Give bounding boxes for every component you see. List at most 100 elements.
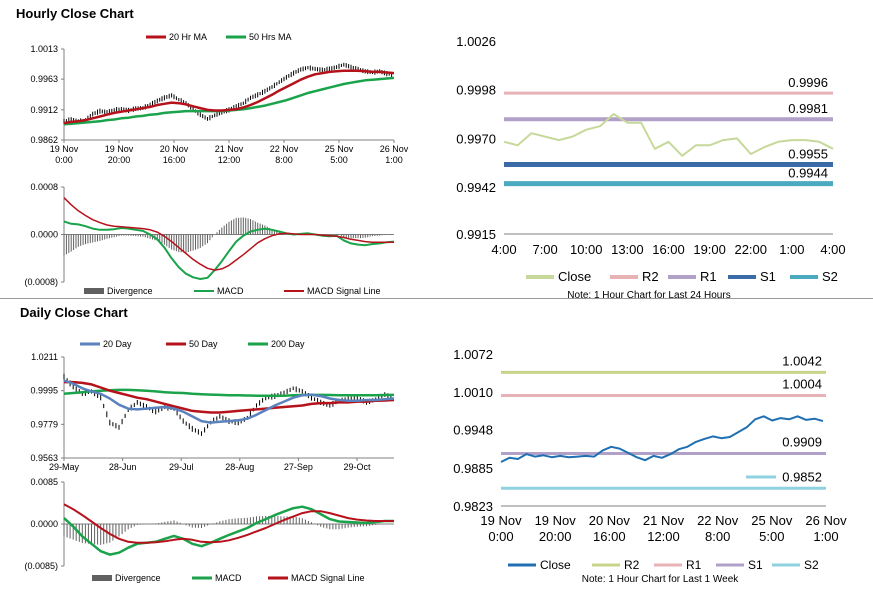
hourly24-level-label-s1: 0.9955 xyxy=(788,146,828,161)
hourly-price-xtick-time: 12:00 xyxy=(218,155,241,165)
hourly-price-xtick-date: 26 Nov xyxy=(380,144,409,154)
weekly-xtick-time: 5:00 xyxy=(759,529,784,544)
daily-price-xtick-label: 29-May xyxy=(49,462,80,472)
daily-macd-ytick-label: 0.0000 xyxy=(30,519,58,529)
legend-20-day-label: 20 Day xyxy=(103,339,132,349)
weekly-xtick-time: 12:00 xyxy=(647,529,680,544)
hourly-macd-ytick-label: 0.0008 xyxy=(30,182,58,192)
daily-ma50-line xyxy=(64,380,395,414)
daily-price-xtick-label: 27-Sep xyxy=(284,462,313,472)
hourly-price-xtick-date: 21 Nov xyxy=(215,144,244,154)
hourly-price-xtick-date: 19 Nov xyxy=(105,144,134,154)
hourly-price-ytick-label: 0.9963 xyxy=(30,74,58,84)
hourly-price-xtick-date: 25 Nov xyxy=(325,144,354,154)
legend-hourly-divergence-label: Divergence xyxy=(107,286,153,296)
hourly24-note: Note: 1 Hour Chart for Last 24 Hours xyxy=(567,290,730,301)
weekly-ytick-label: 1.0072 xyxy=(453,347,493,362)
legend-weekly-r2-label: R2 xyxy=(624,558,640,572)
hourly24-xtick-label: 10:00 xyxy=(570,242,603,257)
daily-price-ytick-label: 0.9563 xyxy=(30,453,58,463)
hourly24-ytick-label: 0.9998 xyxy=(456,83,496,98)
hourly24-xtick-label: 13:00 xyxy=(611,242,644,257)
weekly-xtick-time: 0:00 xyxy=(488,529,513,544)
hourly-price-xtick-time: 8:00 xyxy=(275,155,293,165)
daily-price-ytick-label: 0.9779 xyxy=(30,419,58,429)
daily-ma200-line xyxy=(63,388,395,398)
legend-weekly-r1-label: R1 xyxy=(686,558,702,572)
weekly-xtick-date: 26 Nov xyxy=(805,513,847,528)
hourly24-ytick-label: 0.9915 xyxy=(456,227,496,242)
weekly-xtick-time: 16:00 xyxy=(593,529,626,544)
hourly24-close-line xyxy=(503,113,834,157)
weekly-xtick-date: 21 Nov xyxy=(643,513,685,528)
hourly24-ytick-label: 1.0026 xyxy=(456,34,496,49)
daily-price-ytick-label: 0.9995 xyxy=(30,386,58,396)
daily-price-xtick-label: 29-Jul xyxy=(169,462,194,472)
weekly-level-label-s2: 0.9852 xyxy=(782,469,822,484)
legend-hourly-macd-signal-label: MACD Signal Line xyxy=(307,286,381,296)
hourly-price-xtick-time: 16:00 xyxy=(163,155,186,165)
hourly-price-xtick-time: 5:00 xyxy=(330,155,348,165)
hourly-price-xtick-date: 22 Nov xyxy=(270,144,299,154)
weekly-xtick-date: 25 Nov xyxy=(751,513,793,528)
legend-20hr-ma-label: 20 Hr MA xyxy=(169,32,207,42)
section-divider xyxy=(0,298,873,299)
hourly-ma20-line xyxy=(63,69,395,125)
hourly24-level-label-r2: 0.9996 xyxy=(788,75,828,90)
hourly-ma50-line xyxy=(63,76,395,126)
daily-price-xtick-label: 28-Aug xyxy=(225,462,254,472)
daily-macd-line xyxy=(63,505,394,556)
hourly-price-xtick-date: 19 Nov xyxy=(50,144,79,154)
hourly-price-xtick-time: 0:00 xyxy=(55,155,73,165)
weekly-xtick-date: 20 Nov xyxy=(589,513,631,528)
hourly-price-xtick-time: 20:00 xyxy=(108,155,131,165)
hourly24-xtick-label: 19:00 xyxy=(693,242,726,257)
legend-weekly-close-label: Close xyxy=(540,558,571,572)
legend-hourly24-r1-label: R1 xyxy=(700,269,717,284)
daily-section-title: Daily Close Chart xyxy=(20,305,128,320)
weekly-xtick-date: 19 Nov xyxy=(480,513,522,528)
daily-ma20-line xyxy=(63,379,395,424)
hourly24-xtick-label: 7:00 xyxy=(532,242,557,257)
legend-hourly24-r2-label: R2 xyxy=(642,269,659,284)
daily-price-xtick-label: 28-Jun xyxy=(109,462,137,472)
legend-50-day-label: 50 Day xyxy=(189,339,218,349)
daily-macd-ytick-label: (0.0085) xyxy=(24,561,58,571)
hourly-macd-ytick-label: (0.0008) xyxy=(24,277,58,287)
hourly-price-ytick-label: 0.9912 xyxy=(30,105,58,115)
hourly-macd-signal-line xyxy=(63,197,394,271)
weekly-level-label-r2: 1.0042 xyxy=(782,353,822,368)
weekly-ytick-label: 0.9823 xyxy=(453,499,493,514)
legend-hourly-macd-label: MACD xyxy=(217,286,244,296)
hourly24-level-label-s2: 0.9944 xyxy=(788,166,828,181)
legend-weekly-s2-label: S2 xyxy=(804,558,819,572)
weekly-xtick-time: 1:00 xyxy=(813,529,838,544)
hourly24-xtick-label: 4:00 xyxy=(491,242,516,257)
weekly-ytick-label: 0.9948 xyxy=(453,423,493,438)
legend-hourly24-s1-label: S1 xyxy=(760,269,776,284)
daily-price-ytick-label: 1.0211 xyxy=(31,352,58,362)
hourly24-xtick-label: 1:00 xyxy=(779,242,804,257)
hourly24-ytick-label: 0.9970 xyxy=(456,131,496,146)
hourly-price-ytick-label: 1.0013 xyxy=(30,44,58,54)
legend-weekly-s1-label: S1 xyxy=(748,558,763,572)
daily-price-xtick-label: 29-Oct xyxy=(343,462,371,472)
hourly-price-xtick-time: 1:00 xyxy=(385,155,403,165)
weekly-note: Note: 1 Hour Chart for Last 1 Week xyxy=(582,574,740,585)
weekly-xtick-time: 8:00 xyxy=(705,529,730,544)
hourly24-xtick-label: 22:00 xyxy=(734,242,767,257)
hourly-price-ytick-label: 0.9862 xyxy=(30,135,58,145)
daily-macd-signal-line xyxy=(63,503,394,544)
legend-hourly24-close-label: Close xyxy=(558,269,591,284)
legend-hourly24-s2-label: S2 xyxy=(822,269,838,284)
hourly-price-xtick-date: 20 Nov xyxy=(160,144,189,154)
weekly-ytick-label: 0.9885 xyxy=(453,461,493,476)
hourly-section-title: Hourly Close Chart xyxy=(16,6,134,21)
weekly-xtick-date: 19 Nov xyxy=(535,513,577,528)
weekly-level-label-s1: 0.9909 xyxy=(782,435,822,450)
legend-daily-divergence-label: Divergence xyxy=(115,573,161,583)
legend-50hrs-ma-label: 50 Hrs MA xyxy=(249,32,292,42)
legend-daily-macd-signal-label: MACD Signal Line xyxy=(291,573,365,583)
weekly-level-label-r1: 1.0004 xyxy=(782,377,822,392)
